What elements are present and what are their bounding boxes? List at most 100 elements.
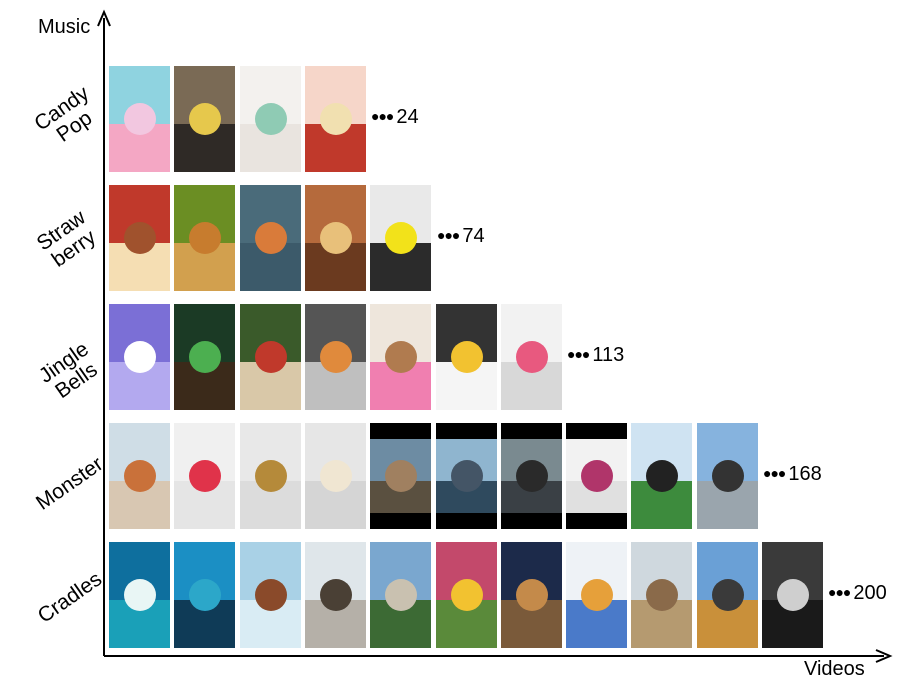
video-thumbnail-monster-dark-beast[interactable] [501, 423, 562, 529]
video-thumbnail-jingle-cake-hand[interactable] [305, 304, 366, 410]
thumbnail-subject [645, 579, 678, 611]
letterbox-bar [436, 513, 497, 529]
thumbnail-subject [450, 460, 483, 492]
thumbnail-subject [515, 341, 548, 373]
video-thumbnail-cradles-ball-pit[interactable] [566, 542, 627, 648]
video-thumbnail-strawberry-yellow-pan[interactable] [370, 185, 431, 291]
thumbnail-subject [319, 222, 352, 254]
ellipsis-icon: ●●● [371, 108, 394, 124]
y-axis-title: Music [38, 16, 91, 38]
thumbnail-subject [254, 103, 287, 135]
ellipsis-icon: ●●● [763, 465, 786, 481]
video-thumbnail-monster-plant-pot[interactable] [109, 423, 170, 529]
thumbnail-subject [711, 579, 744, 611]
thumbnail-subject [384, 341, 417, 373]
video-thumbnail-cradles-valley[interactable] [370, 542, 431, 648]
thumbnail-subject [515, 460, 548, 492]
thumbnail-subject [580, 460, 613, 492]
thumbnail-subject [254, 460, 287, 492]
thumbnail-subject [188, 103, 221, 135]
row-count-0: ●●● 24 [371, 106, 419, 129]
video-thumbnail-candy-jars[interactable] [240, 66, 301, 172]
video-thumbnail-cradles-cat-tunnel[interactable] [501, 542, 562, 648]
video-thumbnail-cradles-wave[interactable] [109, 542, 170, 648]
video-thumbnail-monster-creature-rock[interactable] [370, 423, 431, 529]
video-thumbnail-cradles-ice-rock[interactable] [240, 542, 301, 648]
video-thumbnail-candy-hand-cookies[interactable] [109, 66, 170, 172]
video-thumbnail-strawberry-donut-balls[interactable] [305, 185, 366, 291]
video-count: 113 [592, 344, 625, 366]
video-thumbnail-cradles-colorful-balls[interactable] [436, 542, 497, 648]
letterbox-bar [501, 423, 562, 439]
video-thumbnail-monster-dock-jump[interactable] [697, 423, 758, 529]
row-count-4: ●●● 200 [828, 582, 887, 605]
thumbnail-subject [254, 341, 287, 373]
video-thumbnail-strawberry-pie-crust[interactable] [240, 185, 301, 291]
video-thumbnail-cradles-eiffel-tower[interactable] [305, 542, 366, 648]
thumbnail-subject [384, 579, 417, 611]
thumbnail-subject [254, 579, 287, 611]
video-thumbnail-candy-pan-pouring[interactable] [174, 66, 235, 172]
y-axis-arrow [97, 9, 111, 27]
thumbnail-subject [254, 222, 287, 254]
video-thumbnail-monster-pink-splash[interactable] [566, 423, 627, 529]
ellipsis-icon: ●●● [567, 346, 590, 362]
thumbnail-subject [123, 579, 156, 611]
x-axis-arrow [875, 649, 893, 663]
thumbnail-subject [319, 103, 352, 135]
row-count-1: ●●● 74 [437, 225, 485, 248]
thumbnail-subject [645, 460, 678, 492]
video-thumbnail-jingle-gingerbread-house[interactable] [370, 304, 431, 410]
thumbnail-subject [450, 579, 483, 611]
video-thumbnail-strawberry-casserole[interactable] [174, 185, 235, 291]
video-thumbnail-monster-bell[interactable] [240, 423, 301, 529]
ellipsis-icon: ●●● [437, 227, 460, 243]
x-axis-title: Videos [804, 658, 865, 680]
letterbox-bar [566, 513, 627, 529]
thumbnail-subject [776, 579, 809, 611]
thumbnail-subject [123, 341, 156, 373]
thumbnail-subject [188, 341, 221, 373]
video-thumbnail-jingle-tree-cake[interactable] [436, 304, 497, 410]
thumbnail-subject [319, 579, 352, 611]
thumbnail-subject [123, 460, 156, 492]
video-thumbnail-strawberry-waffle-cake[interactable] [109, 185, 170, 291]
video-thumbnail-monster-soccer-field[interactable] [631, 423, 692, 529]
video-count: 74 [462, 225, 485, 247]
video-count: 168 [788, 463, 822, 485]
video-thumbnail-jingle-pink-ball[interactable] [501, 304, 562, 410]
video-count: 24 [396, 106, 419, 128]
video-thumbnail-jingle-snowflake-craft[interactable] [109, 304, 170, 410]
video-thumbnail-cradles-colosseum[interactable] [631, 542, 692, 648]
video-thumbnail-jingle-cone-trees[interactable] [174, 304, 235, 410]
video-thumbnail-monster-robot-sea[interactable] [436, 423, 497, 529]
thumbnail-subject [123, 222, 156, 254]
letterbox-bar [436, 423, 497, 439]
row-count-2: ●●● 113 [567, 344, 624, 367]
video-thumbnail-candy-strawberry-plate[interactable] [305, 66, 366, 172]
thumbnail-subject [384, 460, 417, 492]
video-thumbnail-cradles-hill-runner[interactable] [697, 542, 758, 648]
ellipsis-icon: ●●● [828, 584, 851, 600]
thumbnail-subject [319, 460, 352, 492]
letterbox-bar [370, 513, 431, 529]
video-count: 200 [853, 582, 887, 604]
video-thumbnail-jingle-christmas-tree-dogs[interactable] [240, 304, 301, 410]
thumbnail-subject [319, 341, 352, 373]
thumbnail-subject [188, 579, 221, 611]
row-count-3: ●●● 168 [763, 463, 822, 486]
letterbox-bar [501, 513, 562, 529]
video-thumbnail-cradles-ocean[interactable] [174, 542, 235, 648]
thumbnail-subject [450, 341, 483, 373]
thumbnail-subject [580, 579, 613, 611]
video-thumbnail-monster-red-candle[interactable] [174, 423, 235, 529]
video-thumbnail-cradles-piano-dark[interactable] [762, 542, 823, 648]
thumbnail-subject [384, 222, 417, 254]
thumbnail-subject [188, 460, 221, 492]
thumbnail-subject [515, 579, 548, 611]
video-thumbnail-monster-bottle-knife[interactable] [305, 423, 366, 529]
letterbox-bar [370, 423, 431, 439]
thumbnail-subject [711, 460, 744, 492]
thumbnail-subject [188, 222, 221, 254]
